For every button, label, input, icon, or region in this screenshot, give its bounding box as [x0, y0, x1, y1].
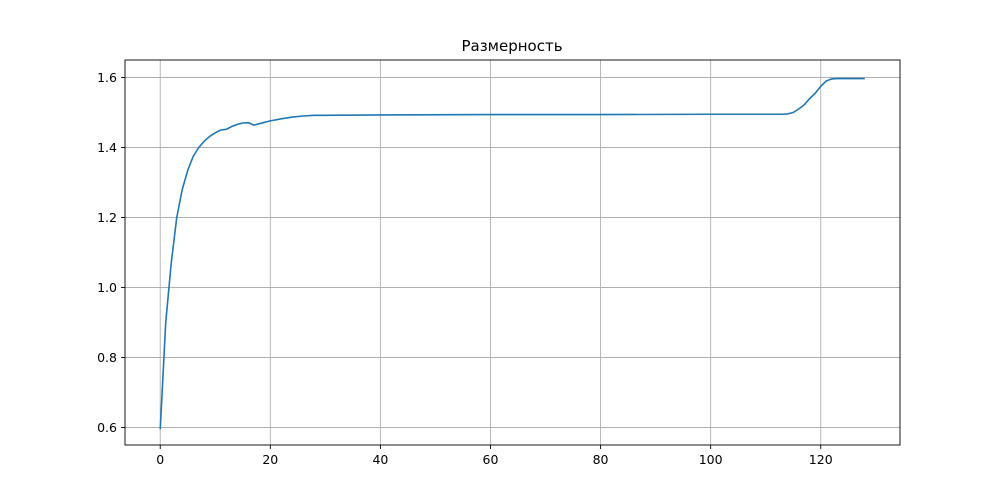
x-tick-label: 40: [372, 452, 388, 467]
x-tick-label: 20: [262, 452, 278, 467]
series-layer: [159, 77, 865, 430]
x-tick-label: 120: [809, 452, 833, 467]
x-tick-label: 0: [156, 452, 164, 467]
y-tick-label: 0.8: [97, 350, 117, 365]
plot-frame: [124, 59, 901, 446]
grid: [125, 60, 900, 445]
y-tick-label: 1.2: [97, 210, 117, 225]
y-tick-label: 1.6: [97, 70, 117, 85]
x-tick-label: 100: [699, 452, 723, 467]
series-line-0: [159, 77, 865, 430]
x-tick-label: 60: [483, 452, 499, 467]
chart-title: Размерность: [461, 37, 562, 55]
y-tick-label: 1.4: [97, 140, 117, 155]
x-tick-label: 80: [593, 452, 609, 467]
y-tick-label: 0.6: [97, 420, 117, 435]
y-tick-label: 1.0: [97, 280, 117, 295]
axes: 0 20 40 60 80 100 120 0.6 0.8 1.0 1.2 1.4 1.6: [97, 59, 901, 467]
